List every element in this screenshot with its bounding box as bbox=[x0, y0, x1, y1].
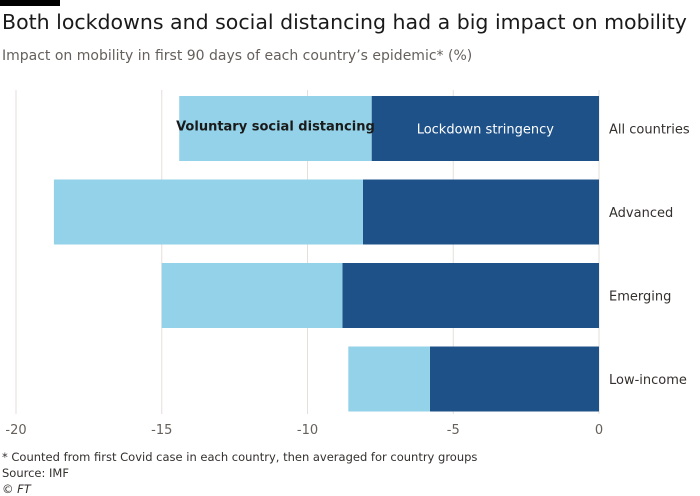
bar-voluntary-social-distancing bbox=[161, 263, 343, 328]
bar-voluntary-social-distancing bbox=[348, 346, 430, 412]
x-tick-label: -15 bbox=[151, 423, 172, 438]
x-tick-label: 0 bbox=[595, 423, 603, 438]
bar-chart: -20 -15 -10 -5 0 All countries Advanced Emergin… bbox=[5, 90, 690, 438]
x-tick-label: -5 bbox=[447, 423, 460, 438]
x-tick-label: -20 bbox=[5, 423, 26, 438]
bar-lockdown-stringency bbox=[342, 263, 599, 328]
brand-bar bbox=[0, 0, 60, 6]
bar-voluntary-social-distancing bbox=[179, 96, 372, 161]
footnote: * Counted from first Covid case in each … bbox=[2, 450, 478, 464]
chart-subtitle: Impact on mobility in first 90 days of e… bbox=[2, 48, 473, 64]
bar-lockdown-stringency bbox=[362, 179, 599, 245]
legend-label-lockdown: Lockdown stringency bbox=[417, 123, 555, 138]
chart-title: Both lockdowns and social distancing had… bbox=[2, 10, 687, 34]
category-label: All countries bbox=[609, 123, 690, 138]
bar-lockdown-stringency bbox=[371, 96, 599, 161]
source-note: Source: IMF bbox=[2, 466, 69, 480]
bar-voluntary-social-distancing bbox=[53, 179, 363, 245]
x-tick-label: -10 bbox=[297, 423, 318, 438]
credit-note: © FT bbox=[2, 482, 31, 496]
bar-lockdown-stringency bbox=[429, 346, 599, 412]
legend-label-voluntary: Voluntary social distancing bbox=[176, 120, 375, 135]
category-label: Emerging bbox=[609, 290, 671, 305]
category-label: Low-income bbox=[609, 373, 687, 388]
category-label: Advanced bbox=[609, 206, 673, 221]
